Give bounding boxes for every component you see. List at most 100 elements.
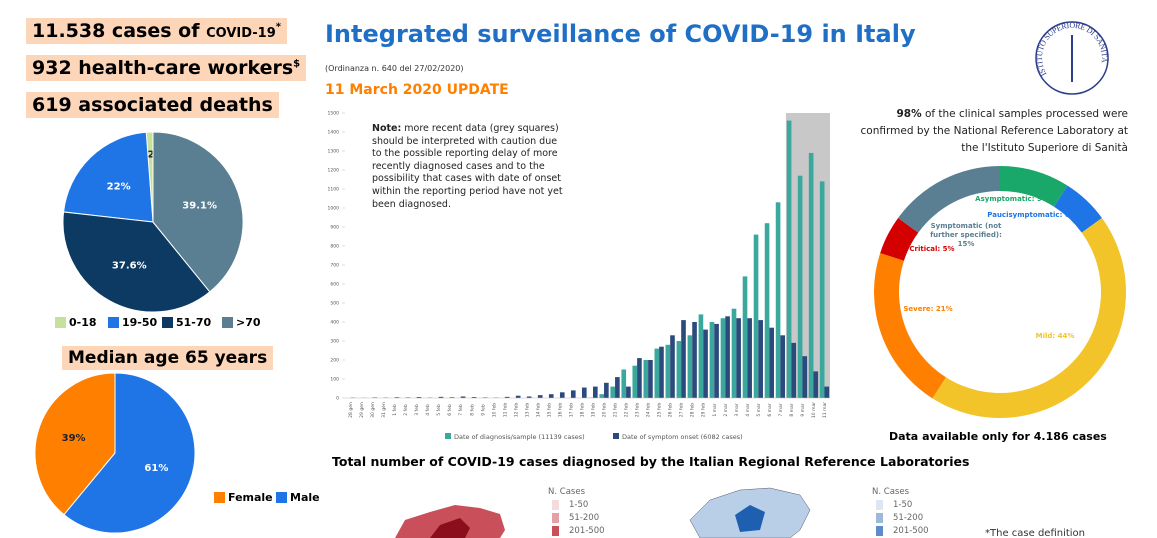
map-left [395,505,505,538]
bar [438,396,444,398]
stat-box: 11.538 cases of COVID-19* [26,18,287,44]
note-bold: Note: [372,123,402,134]
y-tick-label: 1300 [328,149,340,155]
x-tick-label: 25 feb [657,403,663,418]
y-tick-label: 0 [336,396,339,402]
y-tick-label: 1200 [328,168,340,174]
x-tick-label: 7 mar [778,403,784,416]
legend-label: 51-70 [176,316,212,329]
stat-sup: $ [293,58,301,70]
x-tick-label: 28 feb [690,403,696,418]
donut-label: Critical: 5% [909,245,955,253]
pie-slice [63,372,196,534]
data-note: Data available only for 4.186 cases [889,430,1107,443]
bar [626,386,631,398]
bar [548,394,554,398]
x-tick-label: 1 mar [712,403,718,416]
donut-slice [898,166,1000,233]
donut-label: Mild: 44% [1035,332,1075,340]
y-tick-label: 1100 [328,187,340,193]
x-tick-label: 5 feb [436,404,442,416]
legend-swatch [55,317,66,328]
bar [764,223,770,398]
bar [797,175,803,398]
donut-label-box: Critical: 5% [909,245,955,253]
footnote: *The case definition [985,528,1086,538]
maps-title: Total number of COVID-19 cases diagnosed… [332,454,970,469]
bar [681,320,686,398]
donut-slice [880,217,919,261]
pie-slice [63,131,154,223]
x-tick-label: 4 mar [745,403,751,416]
pie-label: 39.1% [182,200,217,211]
donut-slice [932,217,1126,419]
x-tick-label: 30 gen [370,402,376,418]
donut-label-box: Symptomatic (not further specified): 15% [930,222,1002,248]
bar [372,397,378,398]
bar [471,397,477,398]
legend-label: Male [290,491,320,504]
x-tick-label: 9 mar [800,403,806,416]
x-tick-label: 11 feb [502,403,508,418]
y-tick-label: 100 [330,377,339,383]
bar [692,322,697,398]
x-tick-label: 21 feb [613,403,619,418]
samples-rest: of the clinical samples processed were c… [860,108,1128,154]
samples-bold: 98% [896,108,922,120]
x-tick-label: 17 feb [568,403,574,418]
subtitle: (Ordinanza n. 640 del 27/02/2020) [325,64,464,73]
bar [670,335,675,398]
bar [819,181,825,398]
legend-label: Date of diagnosis/sample (11139 cases) [454,433,585,441]
bar [747,318,752,398]
bar [786,120,792,398]
donut-label: Asymptomatic: 9% [975,195,1049,203]
title: Integrated surveillance of COVID-19 in I… [325,20,916,48]
map-legend-item: 201-500 [876,526,929,536]
donut-label-box: Mild: 44% [1035,332,1075,340]
pie-slice [62,211,211,313]
bar [665,344,671,398]
y-tick-label: 1500 [328,111,340,117]
stat-text: 619 associated deaths [32,94,273,116]
bar [405,397,411,398]
y-tick-label: 500 [330,301,339,307]
bar [753,234,759,398]
y-tick-label: 300 [330,339,339,345]
y-tick-label: 900 [330,225,339,231]
x-tick-label: 8 feb [469,404,475,416]
pie-label: 39% [62,433,86,444]
legend-swatch [162,317,173,328]
pie-label: 61% [144,463,168,474]
bar [780,335,786,398]
bar [791,342,797,398]
x-tick-label: 29 feb [701,403,707,418]
y-tick-label: 600 [330,282,339,288]
x-tick-label: 15 feb [546,403,552,418]
x-tick-label: 12 feb [513,403,519,418]
bar [687,335,693,398]
bar [720,318,726,398]
map-legend-title: N. Cases [872,487,909,497]
bar [559,392,565,398]
donut-slice [1054,185,1102,233]
stat-sup: * [275,21,281,33]
x-tick-label: 2 feb [403,404,409,416]
x-tick-label: 28 gen [348,402,354,418]
stat-small: COVID-19 [206,26,276,41]
bar [736,318,741,398]
note-text: more recent data (grey squares) should b… [372,123,563,210]
map-legend-item: 51-200 [552,513,599,523]
legend-label: Female [228,491,273,504]
x-tick-label: 31 gen [381,402,387,418]
y-tick-label: 200 [330,358,339,364]
x-tick-label: 6 feb [447,404,453,416]
map-legend-item: 51-200 [876,513,923,523]
bar [758,320,763,398]
legend-swatch [276,492,287,503]
bar [581,387,587,398]
x-tick-label: 5 mar [756,403,762,416]
pie-slice [152,131,244,293]
bar [632,365,638,398]
